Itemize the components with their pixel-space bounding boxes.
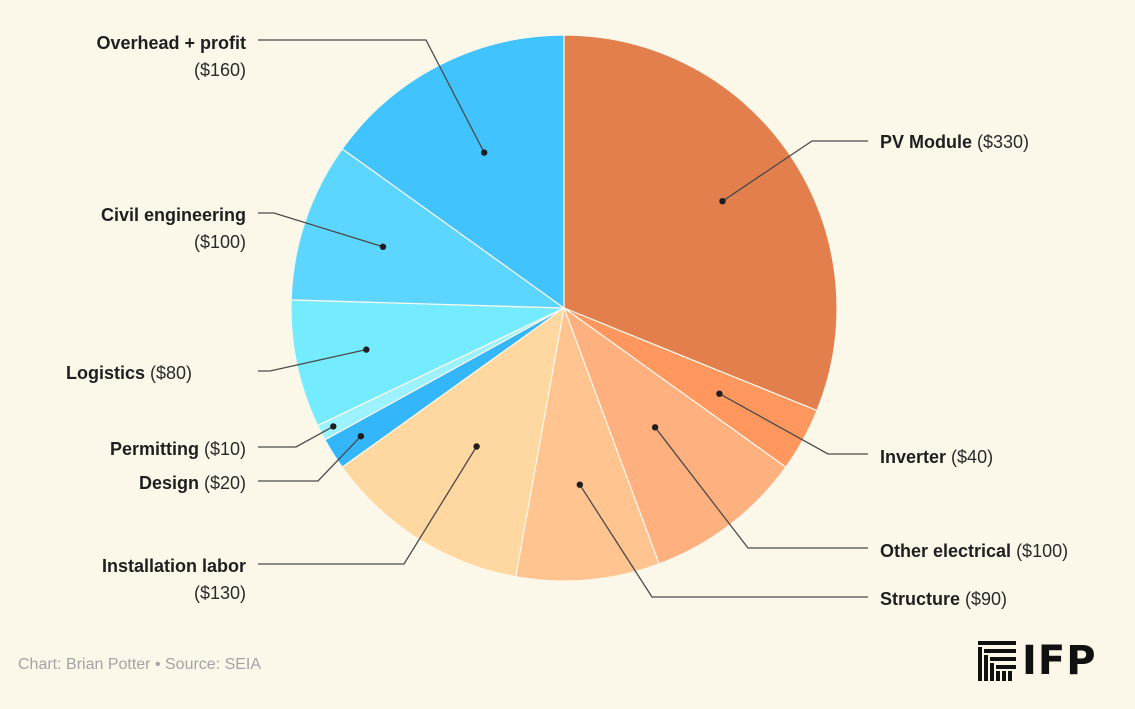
slice-label-inverter: Inverter ($40) [880,447,993,467]
leader-dot-design [357,433,365,440]
slice-label-structure: Structure ($90) [880,589,1007,609]
leader-dot-pv-module [719,198,726,205]
leader-line-permitting [258,425,334,448]
leader-dot-other-electrical [651,424,659,431]
leader-line-other-electrical [654,426,868,549]
leader-dot-civil-engineering [379,243,387,250]
pie-slice-structure [515,305,660,582]
leader-line-inverter [719,393,868,455]
slice-value-overhead-profit: ($160) [194,60,246,80]
leader-dot-overhead-profit [481,149,488,156]
chart-credit: Chart: Brian Potter • Source: SEIA [18,656,262,673]
pie-slice-civil-engineering [290,148,566,309]
leader-line-overhead-profit [258,39,485,153]
leader-line-design [258,435,362,482]
pie-slice-installation-labor [341,306,565,578]
ifp-logo: IFP [978,638,1097,684]
ifp-logo-icon [978,641,1016,681]
slice-label-permitting: Permitting ($10) [110,439,246,459]
logo-text: IFP [1022,638,1097,684]
leader-line-installation-labor [258,446,478,565]
slice-label-overhead-profit: Overhead + profit [96,33,246,53]
leader-line-pv-module [722,140,868,202]
slice-value-installation-labor: ($130) [194,583,246,603]
leader-line-structure [579,484,868,598]
slice-label-pv-module: PV Module ($330) [880,132,1029,152]
leader-line-civil-engineering [258,212,384,248]
leader-dot-logistics [363,346,370,353]
leader-dot-structure [576,481,583,488]
leader-dot-installation-labor [473,443,480,450]
pie-slice-logistics [290,299,565,427]
slice-value-civil-engineering: ($100) [194,232,246,252]
leader-dot-inverter [716,390,723,397]
slice-label-other-electrical: Other electrical ($100) [880,541,1068,561]
leader-dot-permitting [330,423,337,430]
slice-label-civil-engineering: Civil engineering [101,205,246,225]
leader-line-logistics [258,348,367,372]
slice-label-logistics: Logistics ($80) [66,363,192,383]
slice-label-design: Design ($20) [139,473,246,493]
slice-label-installation-labor: Installation labor [102,556,246,576]
